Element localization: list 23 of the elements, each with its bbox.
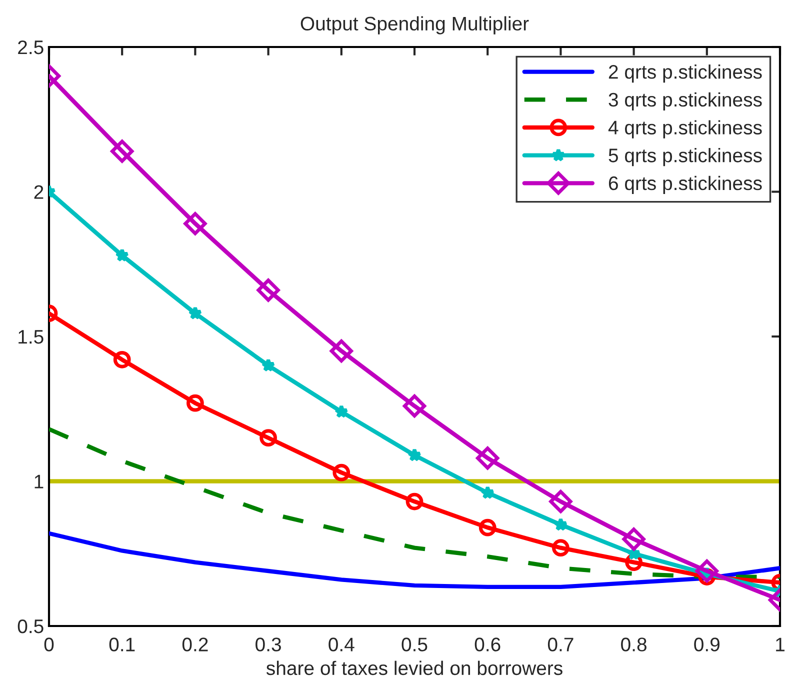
x-tick-label: 0.2 [182,638,208,652]
x-tick-label: 0.5 [402,638,428,652]
y-tick-label: 1.5 [18,330,44,344]
y-tick-label: 2 [34,185,44,199]
legend-label: 6 qrts p.stickiness [608,176,762,194]
y-tick-label: 2.5 [18,40,44,54]
legend-label: 5 qrts p.stickiness [608,148,762,166]
x-tick-label: 0.6 [474,638,500,652]
x-tick-label: 0.4 [328,638,354,652]
x-tick-label: 0 [44,638,54,652]
legend-label: 2 qrts p.stickiness [608,64,762,83]
chart-title: Output Spending Multiplier [300,16,529,34]
x-tick-label: 0.1 [109,638,135,652]
x-tick-label: 0.3 [256,638,281,652]
y-tick-label: 1 [34,474,44,488]
x-tick-label: 0.8 [621,638,646,652]
x-tick-label: 0.9 [694,638,720,652]
x-tick-label: 0.7 [548,638,574,652]
legend-label: 4 qrts p.stickiness [608,120,762,138]
legend-label: 3 qrts p.stickiness [608,92,762,110]
y-tick-label: 0.5 [18,619,44,634]
x-tick-label: 1 [776,638,784,652]
x-axis-title: share of taxes levied on borrowers [266,660,562,676]
